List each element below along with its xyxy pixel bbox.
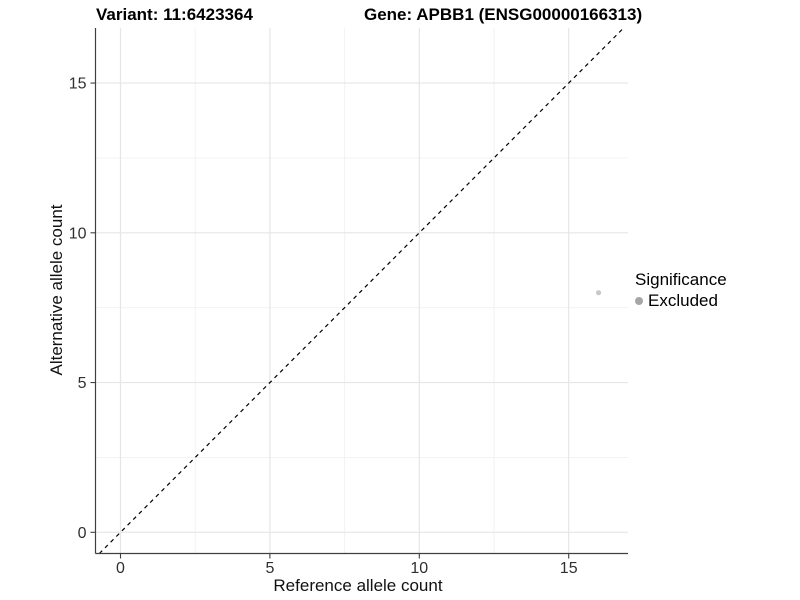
legend-title: Significance [635,270,727,289]
x-axis-title: Reference allele count [273,576,443,595]
y-tick-label: 15 [69,76,87,93]
plot-title-gene: Gene: APBB1 (ENSG00000166313) [364,5,643,24]
y-tick-label: 10 [69,225,87,242]
x-tick-label: 15 [560,560,578,577]
y-tick-label: 0 [78,525,87,542]
legend: Significance Excluded [635,270,727,311]
legend-entry-label: Excluded [648,291,718,310]
x-tick-label: 10 [410,560,428,577]
legend-point-swatch [635,297,643,305]
data-point [595,290,602,296]
legend-entry-excluded: Excluded [635,291,727,311]
y-axis-title: Alternative allele count [47,204,66,376]
x-tick-label: 0 [116,560,125,577]
x-tick-label: 5 [265,560,274,577]
identity-line [98,27,625,554]
plot-title-variant: Variant: 11:6423364 [96,5,253,24]
y-tick-label: 5 [78,375,87,392]
